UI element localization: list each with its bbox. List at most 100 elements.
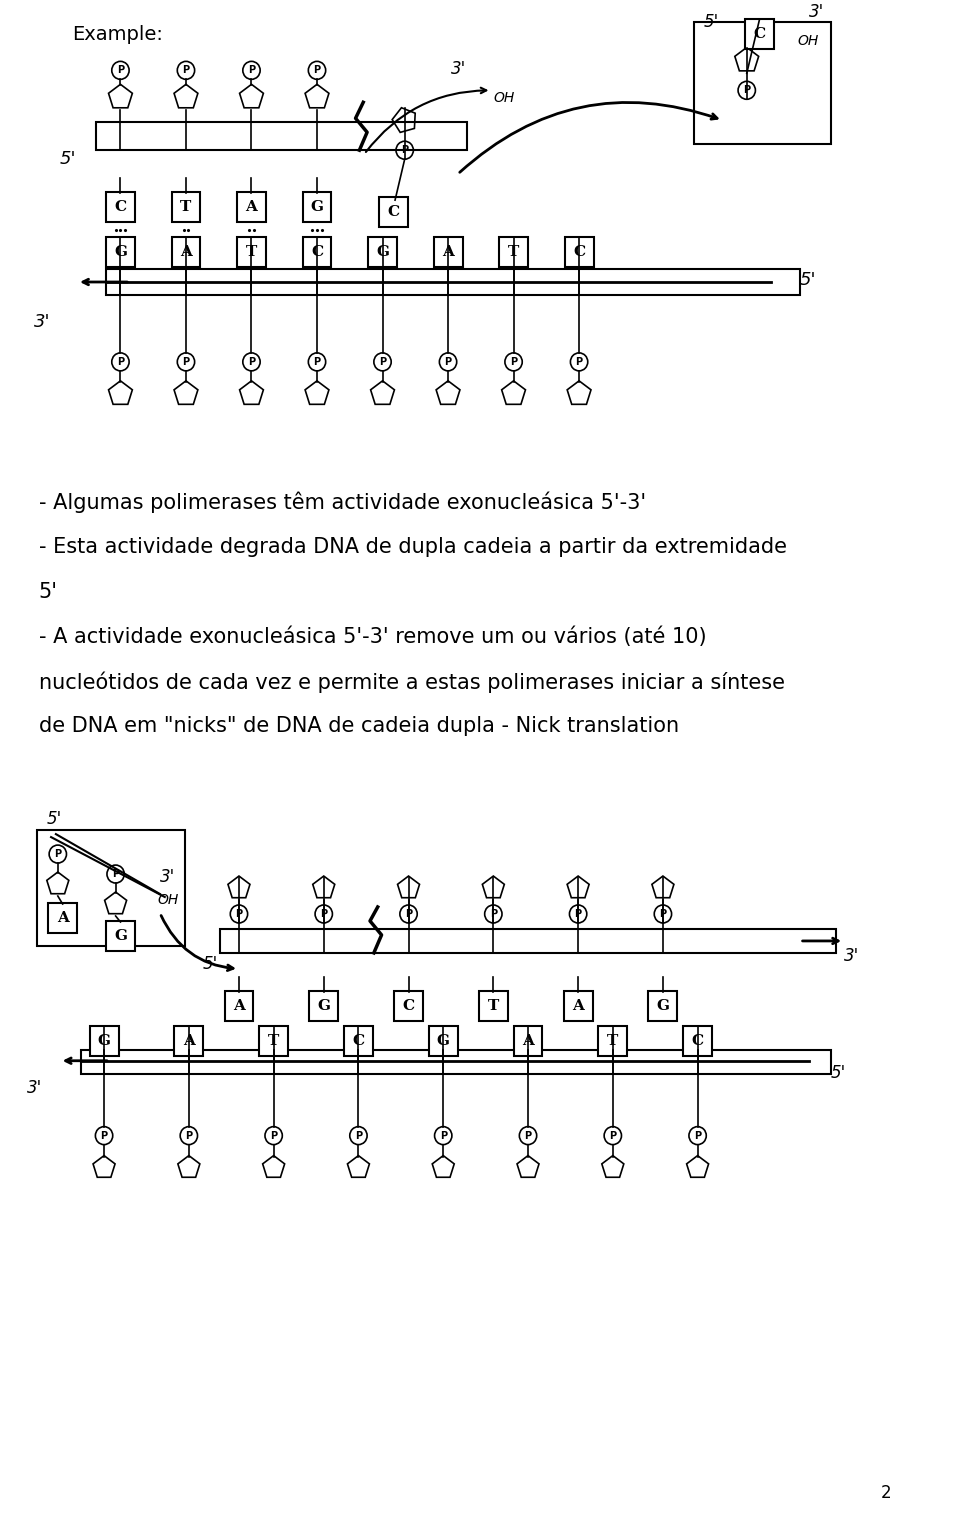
Text: P: P	[182, 356, 189, 367]
Text: A: A	[572, 999, 584, 1013]
Text: P: P	[379, 356, 386, 367]
Text: 3': 3'	[809, 3, 825, 21]
Text: G: G	[98, 1034, 110, 1048]
FancyBboxPatch shape	[564, 991, 592, 1020]
Text: P: P	[610, 1130, 616, 1141]
Text: G: G	[657, 999, 669, 1013]
FancyBboxPatch shape	[694, 23, 830, 145]
Text: P: P	[182, 65, 189, 75]
FancyBboxPatch shape	[81, 1049, 830, 1074]
FancyBboxPatch shape	[237, 238, 266, 267]
Text: P: P	[440, 1130, 446, 1141]
FancyBboxPatch shape	[89, 1027, 118, 1055]
Text: P: P	[112, 870, 119, 879]
Text: A: A	[233, 999, 245, 1013]
FancyBboxPatch shape	[395, 991, 423, 1020]
FancyBboxPatch shape	[564, 238, 593, 267]
Text: OH: OH	[798, 35, 819, 49]
Text: 3': 3'	[160, 868, 175, 886]
Text: 3': 3'	[34, 312, 50, 330]
Text: nucleótidos de cada vez e permite a estas polimerases iniciar a síntese: nucleótidos de cada vez e permite a esta…	[38, 672, 784, 693]
Text: C: C	[114, 200, 127, 215]
Text: P: P	[444, 356, 451, 367]
Text: 5': 5'	[46, 810, 61, 829]
FancyBboxPatch shape	[172, 192, 201, 222]
Text: P: P	[524, 1130, 532, 1141]
Text: OH: OH	[493, 91, 515, 105]
Text: C: C	[402, 999, 415, 1013]
FancyBboxPatch shape	[106, 270, 800, 295]
Text: P: P	[185, 1130, 192, 1141]
FancyBboxPatch shape	[36, 830, 185, 946]
Text: A: A	[183, 1034, 195, 1048]
FancyBboxPatch shape	[344, 1027, 372, 1055]
Text: C: C	[311, 245, 324, 259]
Text: - Algumas polimerases têm actividade exonucleásica 5'-3': - Algumas polimerases têm actividade exo…	[38, 492, 646, 513]
Text: G: G	[310, 200, 324, 215]
FancyBboxPatch shape	[237, 192, 266, 222]
Text: G: G	[317, 999, 330, 1013]
Text: A: A	[57, 911, 68, 924]
Text: P: P	[248, 356, 255, 367]
Text: A: A	[443, 245, 454, 259]
FancyBboxPatch shape	[302, 192, 331, 222]
FancyBboxPatch shape	[172, 238, 201, 267]
Text: T: T	[607, 1034, 618, 1048]
Text: C: C	[352, 1034, 365, 1048]
Text: G: G	[114, 929, 127, 943]
Text: 5': 5'	[830, 1063, 846, 1081]
Text: A: A	[522, 1034, 534, 1048]
Text: 5': 5'	[704, 14, 719, 32]
Text: P: P	[117, 356, 124, 367]
FancyBboxPatch shape	[106, 192, 135, 222]
Text: T: T	[508, 245, 519, 259]
Text: 3': 3'	[451, 61, 467, 78]
Text: G: G	[376, 245, 389, 259]
Text: P: P	[321, 909, 327, 918]
Text: P: P	[575, 909, 582, 918]
Text: 5': 5'	[60, 151, 76, 168]
Text: P: P	[117, 65, 124, 75]
FancyBboxPatch shape	[106, 921, 135, 950]
Text: P: P	[55, 850, 61, 859]
Text: P: P	[401, 145, 408, 155]
FancyBboxPatch shape	[302, 238, 331, 267]
FancyBboxPatch shape	[434, 238, 463, 267]
Text: P: P	[314, 356, 321, 367]
Text: 5': 5'	[800, 271, 816, 289]
Text: Example:: Example:	[72, 26, 163, 44]
Text: T: T	[180, 200, 192, 215]
Text: 3': 3'	[27, 1078, 42, 1097]
Text: 3': 3'	[844, 947, 859, 966]
Text: A: A	[246, 200, 257, 215]
FancyBboxPatch shape	[648, 991, 678, 1020]
Text: 5': 5'	[203, 955, 218, 973]
Text: C: C	[573, 245, 586, 259]
Text: P: P	[248, 65, 255, 75]
Text: P: P	[576, 356, 583, 367]
Text: - Esta actividade degrada DNA de dupla cadeia a partir da extremidade: - Esta actividade degrada DNA de dupla c…	[38, 536, 786, 556]
Text: P: P	[405, 909, 412, 918]
Text: C: C	[387, 206, 399, 219]
FancyBboxPatch shape	[378, 196, 408, 227]
Text: P: P	[660, 909, 666, 918]
Text: G: G	[437, 1034, 449, 1048]
Text: P: P	[694, 1130, 701, 1141]
Text: T: T	[268, 1034, 279, 1048]
Text: P: P	[270, 1130, 277, 1141]
Text: de DNA em "nicks" de DNA de cadeia dupla - Nick translation: de DNA em "nicks" de DNA de cadeia dupla…	[38, 716, 679, 736]
FancyBboxPatch shape	[106, 238, 135, 267]
FancyBboxPatch shape	[259, 1027, 288, 1055]
FancyBboxPatch shape	[220, 929, 836, 953]
FancyBboxPatch shape	[684, 1027, 712, 1055]
FancyBboxPatch shape	[48, 903, 77, 934]
FancyBboxPatch shape	[745, 20, 774, 49]
FancyBboxPatch shape	[479, 991, 508, 1020]
Text: P: P	[743, 85, 751, 96]
Text: P: P	[355, 1130, 362, 1141]
Text: P: P	[101, 1130, 108, 1141]
Text: A: A	[180, 245, 192, 259]
Text: C: C	[754, 27, 765, 41]
Text: G: G	[114, 245, 127, 259]
FancyBboxPatch shape	[429, 1027, 458, 1055]
